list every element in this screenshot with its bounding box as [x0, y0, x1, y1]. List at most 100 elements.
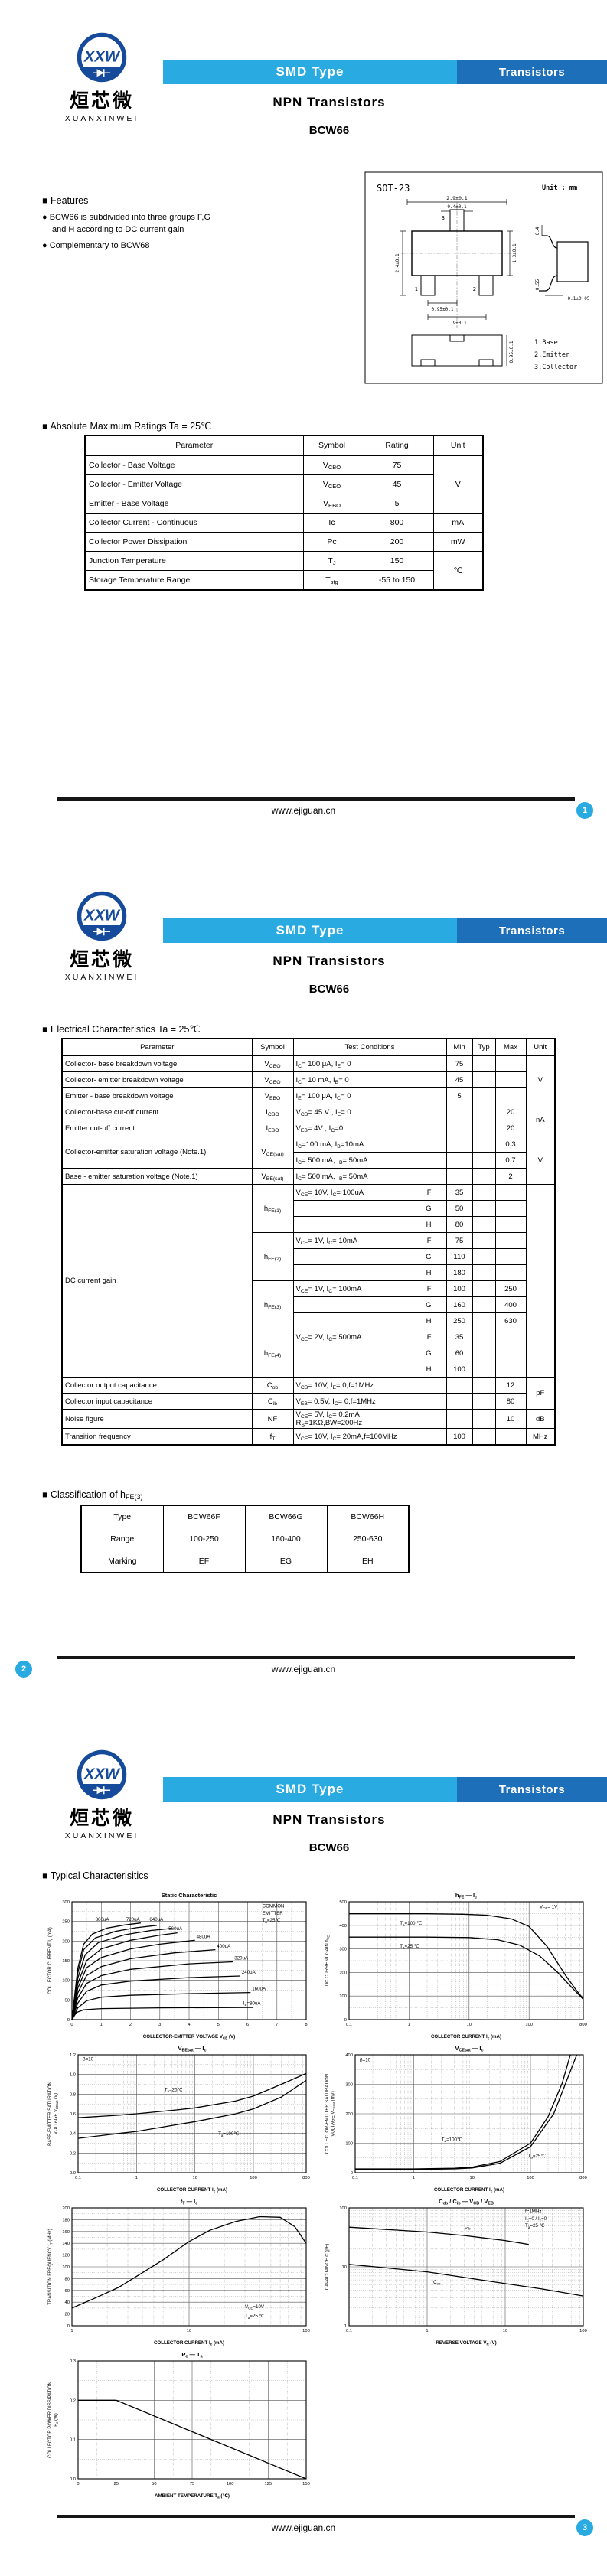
- table-cell: [472, 1104, 496, 1120]
- table-cell: BCW66G: [244, 1505, 328, 1528]
- table-cell: H: [292, 1312, 447, 1329]
- svg-text:100: 100: [339, 2206, 347, 2211]
- svg-text:1: 1: [426, 2329, 428, 2333]
- svg-text:0: 0: [67, 2324, 70, 2329]
- table-cell: Emitter - Base Voltage: [84, 494, 304, 514]
- pin-legend-emitter: 2.Emitter: [534, 351, 569, 359]
- dim-body-height: 1.3±0.1: [512, 243, 517, 263]
- svg-text:VOLTAGE VBEsat (V): VOLTAGE VBEsat (V): [54, 2093, 60, 2134]
- table-cell: 110: [445, 1248, 473, 1265]
- table-cell: [525, 1184, 556, 1378]
- table-cell: Collector - Base Voltage: [84, 455, 304, 475]
- typical-characteristics-charts: 0 1 2 3 4 5 6 7 8 0 50 100 150 200 250 300 800uA 720uA 640…: [46, 1890, 594, 2501]
- svg-text:40: 40: [65, 2300, 70, 2305]
- chart-svg: 0 1 2 3 4 5 6 7 8 0 50 100 150 200 250 300 800uA 720uA 640…: [48, 1892, 308, 2040]
- svg-text:240uA: 240uA: [242, 1970, 256, 1975]
- doc-title: NPN Transistors: [272, 95, 386, 109]
- table-cell: 20: [494, 1104, 527, 1120]
- svg-text:AMBIENT TEMPERATURE Ta (℃): AMBIENT TEMPERATURE Ta (℃): [155, 2493, 230, 2499]
- svg-text:60: 60: [65, 2289, 70, 2294]
- table-cell: 0.3: [494, 1136, 527, 1153]
- table-cell: [472, 1377, 496, 1394]
- svg-text:1: 1: [344, 2324, 347, 2329]
- svg-text:100: 100: [525, 2023, 533, 2027]
- part-number: BCW66: [308, 1841, 350, 1854]
- svg-text:COLLECTOR CURRENT Ic (mA): COLLECTOR CURRENT Ic (mA): [48, 1927, 54, 1994]
- table-cell: VEB= 0.5V, IC= 0,f=1MHz: [292, 1393, 447, 1410]
- table-cell: [472, 1055, 496, 1072]
- table-cell: 0.7: [494, 1152, 527, 1169]
- table-cell: Cib: [251, 1393, 294, 1410]
- feature-item: ● BCW66 is subdivided into three groups …: [42, 213, 211, 222]
- transistors-banner: Transistors: [457, 1777, 607, 1802]
- table-cell: [494, 1428, 527, 1446]
- table-cell: Emitter - base breakdown voltage: [61, 1087, 253, 1104]
- table-cell: 400: [494, 1296, 527, 1313]
- dim-pin-pitch: 0.95±0.1: [432, 307, 454, 312]
- table-cell: Type: [80, 1505, 164, 1528]
- table-cell: 250: [494, 1280, 527, 1297]
- svg-text:100: 100: [62, 1979, 70, 1984]
- table-cell: 160: [445, 1296, 473, 1313]
- table-cell: 45: [445, 1071, 473, 1088]
- table-cell: VCBO: [302, 455, 361, 475]
- table-cell: TJ: [302, 551, 361, 571]
- table-cell: hFE(1): [251, 1184, 294, 1233]
- table-cell: VEBO: [251, 1087, 294, 1104]
- typical-characteristics-title: ■ Typical Characterisitics: [42, 1870, 148, 1881]
- svg-text:120: 120: [62, 2254, 70, 2258]
- svg-text:β=10: β=10: [360, 2057, 371, 2062]
- page-number-badge: 2: [15, 1661, 32, 1678]
- svg-text:10: 10: [469, 2176, 474, 2180]
- table-cell: IC= 100 μA, IE= 0: [292, 1055, 447, 1072]
- table-cell: [494, 1184, 527, 1201]
- chart-vbesat-vs-ic: 0.1 1 10 100 800 0.0 0.2 0.4 0.6 0.8 1.0 1.2 β=10 Ta=…: [46, 2043, 314, 2193]
- features-title: ■ Features: [42, 195, 89, 206]
- table-cell: [472, 1216, 496, 1233]
- abs-max-ratings-title: ■ Absolute Maximum Ratings Ta = 25℃: [42, 421, 212, 432]
- table-cell: VCE(sat): [251, 1136, 294, 1169]
- smd-type-banner: SMD Type: [163, 918, 457, 943]
- svg-text:5: 5: [217, 2023, 220, 2027]
- svg-text:DC CURRENT GAIN hFE: DC CURRENT GAIN hFE: [325, 1935, 331, 1987]
- table-cell: 100: [445, 1280, 473, 1297]
- part-number: BCW66: [308, 124, 350, 137]
- dim-standoff: 0.95±0.1: [509, 341, 514, 363]
- svg-text:480uA: 480uA: [197, 1935, 211, 1940]
- column-header: Min: [445, 1038, 473, 1056]
- table-cell: [472, 1296, 496, 1313]
- svg-text:75: 75: [190, 2482, 194, 2486]
- svg-text:25: 25: [113, 2482, 118, 2486]
- svg-text:80: 80: [65, 2277, 70, 2281]
- svg-text:0.2: 0.2: [70, 2398, 76, 2403]
- features-list: ● BCW66 is subdivided into three groups …: [42, 213, 210, 250]
- table-cell: VCEO: [251, 1071, 294, 1088]
- table-cell: 75: [360, 455, 434, 475]
- table-cell: [494, 1071, 527, 1088]
- svg-text:Cob / Cib — VCB / VEB: Cob / Cib — VCB / VEB: [439, 2198, 494, 2206]
- table-cell: [445, 1136, 473, 1153]
- table-cell: 20: [494, 1120, 527, 1136]
- logo-letters: XXW: [83, 908, 121, 924]
- svg-text:10: 10: [192, 2176, 197, 2180]
- svg-text:VOLTAGE VCEsat (mV): VOLTAGE VCEsat (mV): [331, 2091, 337, 2137]
- table-cell: 100-250: [162, 1528, 246, 1550]
- svg-text:0.8: 0.8: [70, 2092, 76, 2097]
- svg-text:400: 400: [339, 1924, 347, 1929]
- table-cell: [494, 1264, 527, 1281]
- page-number-badge: 1: [576, 802, 593, 819]
- svg-text:TRANSITION FREQUENCY fT (M: TRANSITION FREQUENCY fT (MHz): [48, 2229, 54, 2305]
- svg-text:COLLECTOR-EMITTER VOLTAGE VC: COLLECTOR-EMITTER VOLTAGE VCE (V): [143, 2034, 235, 2040]
- table-cell: EG: [244, 1550, 328, 1573]
- svg-text:0.1: 0.1: [75, 2176, 81, 2180]
- table-cell: Transition frequency: [61, 1428, 253, 1446]
- table-cell: NF: [251, 1409, 294, 1429]
- svg-text:COLLECTOR POWER DISSIPATION: COLLECTOR POWER DISSIPATION: [48, 2382, 53, 2458]
- brand-name-cn: 烜芯微: [69, 1808, 134, 1829]
- pin3-number: 3: [442, 215, 445, 221]
- svg-text:0.3: 0.3: [70, 2359, 76, 2364]
- pin-legend-base: 1.Base: [534, 339, 558, 347]
- column-header: Unit: [525, 1038, 556, 1056]
